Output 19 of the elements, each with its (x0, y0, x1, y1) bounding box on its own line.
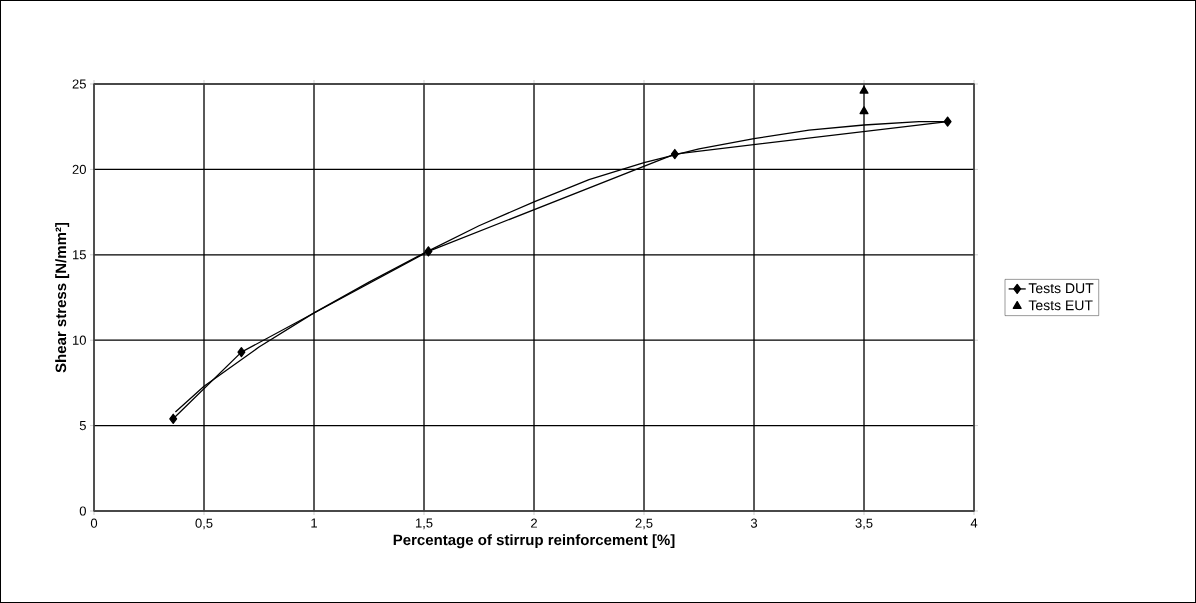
y-tick-label: 5 (79, 421, 86, 431)
x-tick-label: 3 (750, 518, 758, 528)
y-tick-label: 15 (73, 250, 86, 260)
x-tick-label: 1 (311, 518, 317, 528)
legend-label: Tests DUT (1028, 283, 1094, 294)
x-tick-label: 1,5 (415, 518, 433, 530)
x-tick-label: 0 (90, 518, 98, 528)
y-tick-label: 10 (73, 335, 86, 345)
x-tick-label: 3,5 (855, 518, 873, 530)
y-tick-label: 25 (72, 79, 86, 89)
x-axis-title: Percentage of stirrup reinforcement [%] (393, 534, 675, 549)
x-tick-label: 2 (531, 518, 537, 528)
legend-label: Tests EUT (1028, 300, 1093, 311)
y-tick-label: 20 (72, 164, 86, 174)
x-tick-label: 2,5 (635, 518, 653, 530)
x-tick-label: 0,5 (195, 518, 213, 530)
y-tick-label: 0 (79, 506, 86, 516)
y-axis-title: Shear stress [N/mm²] (55, 222, 70, 373)
x-tick-label: 4 (970, 518, 978, 528)
